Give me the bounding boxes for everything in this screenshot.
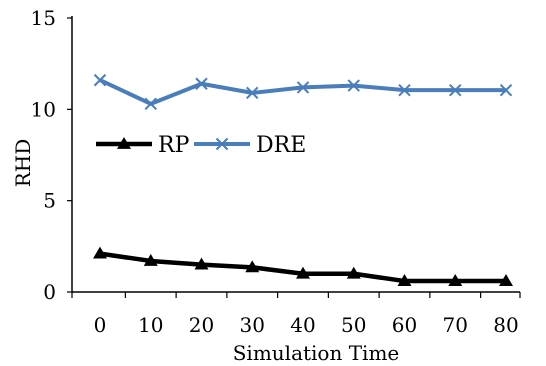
legend-item-rp: RP bbox=[96, 133, 190, 158]
y-tick-label: 15 bbox=[31, 6, 56, 30]
series-line-dre bbox=[99, 78, 506, 106]
x-tick-label: 80 bbox=[493, 313, 518, 337]
data-point-dre bbox=[144, 97, 157, 111]
x-tick-label: 50 bbox=[341, 313, 366, 337]
legend-item-dre: DRE bbox=[194, 133, 306, 158]
series-rp bbox=[93, 246, 513, 286]
y-tick-label: 5 bbox=[43, 189, 56, 213]
data-point-dre bbox=[449, 83, 462, 97]
x-tick-label: 20 bbox=[189, 313, 214, 337]
data-point-dre bbox=[195, 77, 208, 90]
data-point-rp bbox=[448, 274, 463, 286]
data-point-rp bbox=[499, 274, 513, 286]
x-tick-label: 60 bbox=[392, 313, 417, 337]
series-layer bbox=[93, 73, 513, 286]
legend: RP DRE bbox=[96, 133, 306, 158]
data-point-rp bbox=[143, 253, 158, 266]
data-point-dre bbox=[246, 86, 259, 100]
data-point-rp bbox=[245, 260, 260, 273]
data-point-rp bbox=[93, 246, 107, 259]
data-point-rp bbox=[296, 266, 310, 279]
x-axis-title: Simulation Time bbox=[233, 341, 400, 365]
legend-marker bbox=[215, 137, 229, 151]
x-tick-label: 40 bbox=[290, 313, 315, 337]
y-tick-label: 10 bbox=[31, 97, 56, 121]
y-axis-title: RHD bbox=[11, 139, 35, 188]
data-point-dre bbox=[347, 79, 360, 92]
x-tick-label: 10 bbox=[138, 313, 163, 337]
data-point-rp bbox=[346, 266, 361, 279]
series-dre bbox=[93, 73, 513, 111]
y-tick-label: 0 bbox=[43, 280, 56, 304]
data-point-dre bbox=[93, 73, 107, 87]
axes bbox=[71, 16, 520, 293]
legend-marker bbox=[117, 137, 131, 149]
x-tick-label: 0 bbox=[94, 313, 107, 337]
legend-label-rp: RP bbox=[158, 133, 190, 158]
x-tick-label: 30 bbox=[240, 313, 265, 337]
y-axis-ticks: 0 5 10 15 bbox=[31, 6, 72, 304]
data-point-rp bbox=[194, 257, 209, 270]
data-point-rp bbox=[397, 274, 412, 286]
data-point-dre bbox=[499, 83, 513, 97]
x-tick-label: 70 bbox=[443, 313, 468, 337]
x-axis-ticks: 0 10 20 30 40 50 60 70 80 bbox=[71, 292, 521, 337]
data-point-dre bbox=[398, 83, 411, 97]
data-point-dre bbox=[296, 81, 310, 94]
legend-label-dre: DRE bbox=[256, 133, 306, 158]
